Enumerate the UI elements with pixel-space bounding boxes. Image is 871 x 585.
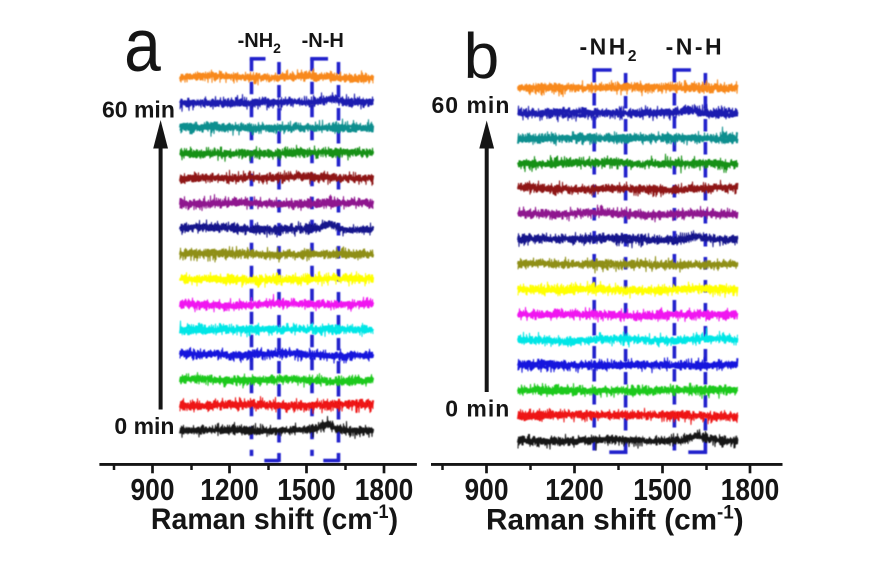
svg-text:0 min: 0 min (445, 396, 510, 422)
svg-text:1800: 1800 (721, 473, 780, 507)
svg-text:1200: 1200 (545, 473, 604, 507)
svg-text:-N-H: -N-H (666, 34, 725, 60)
svg-text:0 min: 0 min (114, 413, 174, 439)
svg-text:1500: 1500 (633, 473, 692, 507)
svg-text:1800: 1800 (355, 473, 414, 507)
svg-text:900: 900 (131, 473, 175, 507)
svg-text:1500: 1500 (277, 473, 336, 507)
svg-text:Raman shift (cm-1): Raman shift (cm-1) (486, 502, 744, 536)
svg-text:-N-H: -N-H (302, 30, 344, 52)
svg-text:60 min: 60 min (102, 97, 175, 123)
svg-text:60 min: 60 min (432, 92, 511, 118)
svg-text:b: b (464, 20, 500, 92)
svg-text:1200: 1200 (200, 473, 259, 507)
svg-text:Raman shift (cm-1): Raman shift (cm-1) (151, 501, 398, 537)
svg-text:a: a (124, 3, 161, 87)
svg-text:900: 900 (465, 473, 509, 507)
